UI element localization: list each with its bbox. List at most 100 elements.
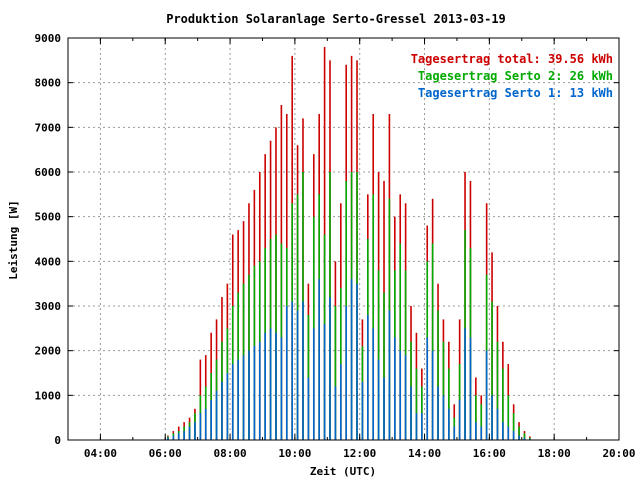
serto1-bar — [458, 399, 461, 440]
serto1-bar — [507, 426, 510, 440]
y-tick-label: 2000 — [35, 345, 62, 358]
serto2-bar — [491, 301, 493, 440]
serto2-bar — [502, 368, 504, 440]
serto1-bar — [383, 377, 385, 440]
serto1-bar — [388, 310, 391, 440]
y-axis-ticks: 0 1000 2000 3000 4000 5000 6000 7000 8000 9000 — [35, 32, 619, 447]
legend: Tagesertrag total: 39.56 kWh Tagesertrag … — [411, 52, 613, 100]
serto1-bar — [264, 332, 266, 440]
serto1-bar — [345, 306, 348, 440]
y-tick-label: 8000 — [35, 77, 62, 90]
serto2-bar — [334, 306, 337, 440]
serto1-bar — [464, 328, 466, 440]
plot-frame — [67, 37, 620, 441]
serto1-bar — [275, 332, 277, 440]
serto1-bar — [453, 426, 456, 440]
serto2-bar — [518, 426, 520, 440]
y-tick-label: 4000 — [35, 255, 62, 268]
serto2-bar — [377, 270, 380, 440]
serto1-bar — [285, 306, 288, 440]
serto1-bar — [442, 395, 445, 440]
grid-lines — [68, 38, 619, 440]
x-tick-label: 12:00 — [343, 447, 376, 460]
legend-entry: Tagesertrag Serto 2: 26 kWh — [418, 69, 613, 83]
serto2-bar — [415, 368, 418, 440]
serto2-bar — [431, 243, 434, 440]
serto2-bar — [448, 368, 450, 440]
serto1-bar — [269, 328, 272, 440]
serto2-bar — [437, 310, 439, 440]
serto2-bar — [399, 243, 402, 440]
serto1-bar — [421, 413, 423, 440]
x-tick-label: 10:00 — [278, 447, 311, 460]
serto1-bar — [323, 323, 326, 440]
serto2-bar — [523, 433, 526, 440]
serto2-bar — [339, 288, 342, 440]
serto1-bar — [329, 297, 331, 440]
serto1-bar — [361, 381, 364, 440]
serto1-bar — [502, 422, 504, 440]
x-tick-label: 08:00 — [213, 447, 246, 460]
serto2-bar — [480, 404, 483, 440]
serto1-bar — [485, 350, 488, 440]
serto1-bar — [367, 314, 369, 440]
serto1-bar — [242, 355, 245, 440]
serto1-bar — [253, 346, 256, 440]
serto1-bar — [221, 381, 223, 440]
serto1-bar — [339, 364, 342, 440]
serto1-bar — [512, 431, 515, 440]
y-tick-label: 7000 — [35, 121, 62, 134]
x-tick-label: 20:00 — [602, 447, 635, 460]
y-tick-label: 5000 — [35, 211, 62, 224]
x-tick-label: 04:00 — [84, 447, 117, 460]
serto1-bar — [199, 413, 202, 440]
serto1-bar — [167, 437, 169, 440]
serto1-bar — [194, 422, 196, 440]
y-tick-label: 3000 — [35, 300, 62, 313]
serto1-bar — [183, 431, 185, 440]
serto1-bar — [480, 426, 483, 440]
serto1-bar — [469, 337, 472, 440]
serto2-bar — [372, 194, 375, 440]
serto1-bar — [280, 337, 283, 440]
serto2-bar — [475, 395, 477, 440]
serto1-bar — [231, 364, 234, 440]
serto1-bar — [215, 390, 218, 440]
serto2-bar — [507, 395, 510, 440]
serto1-bar — [399, 350, 402, 440]
serto1-bar — [410, 386, 412, 440]
x-tick-label: 18:00 — [538, 447, 571, 460]
serto1-bar — [523, 437, 526, 440]
serto1-bar — [377, 359, 380, 440]
y-tick-label: 1000 — [35, 389, 62, 402]
serto1-bar — [177, 433, 180, 440]
serto2-bar — [529, 437, 531, 440]
serto1-bar — [307, 377, 310, 440]
serto2-bar — [383, 292, 385, 440]
serto1-bar — [356, 283, 358, 440]
serto1-bar — [394, 337, 396, 440]
serto1-bar — [226, 373, 229, 440]
serto1-bar — [188, 426, 191, 440]
serto1-bar — [248, 350, 250, 440]
chart-title: Produktion Solaranlage Serto-Gressel 201… — [166, 12, 506, 26]
serto1-bar — [258, 341, 261, 440]
serto1-bar — [372, 328, 375, 440]
x-tick-label: 06:00 — [149, 447, 182, 460]
serto1-bar — [350, 279, 353, 440]
serto1-bar — [210, 399, 212, 440]
y-axis-label: Leistung [W] — [7, 200, 20, 279]
y-tick-label: 6000 — [35, 166, 62, 179]
legend-entry: Tagesertrag Serto 1: 13 kWh — [418, 86, 613, 100]
serto1-bar — [291, 301, 293, 440]
serto1-bar — [296, 310, 299, 440]
y-tick-label: 9000 — [35, 32, 62, 45]
x-tick-label: 14:00 — [408, 447, 441, 460]
x-axis-label: Zeit (UTC) — [310, 465, 376, 478]
serto1-bar — [491, 395, 493, 440]
serto1-bar — [426, 337, 429, 440]
x-axis-ticks: 04:00 06:00 08:00 10:00 12:00 14:00 16:00 18:00… — [67, 38, 636, 460]
y-tick-label: 0 — [54, 434, 61, 447]
serto1-bar — [431, 350, 434, 440]
